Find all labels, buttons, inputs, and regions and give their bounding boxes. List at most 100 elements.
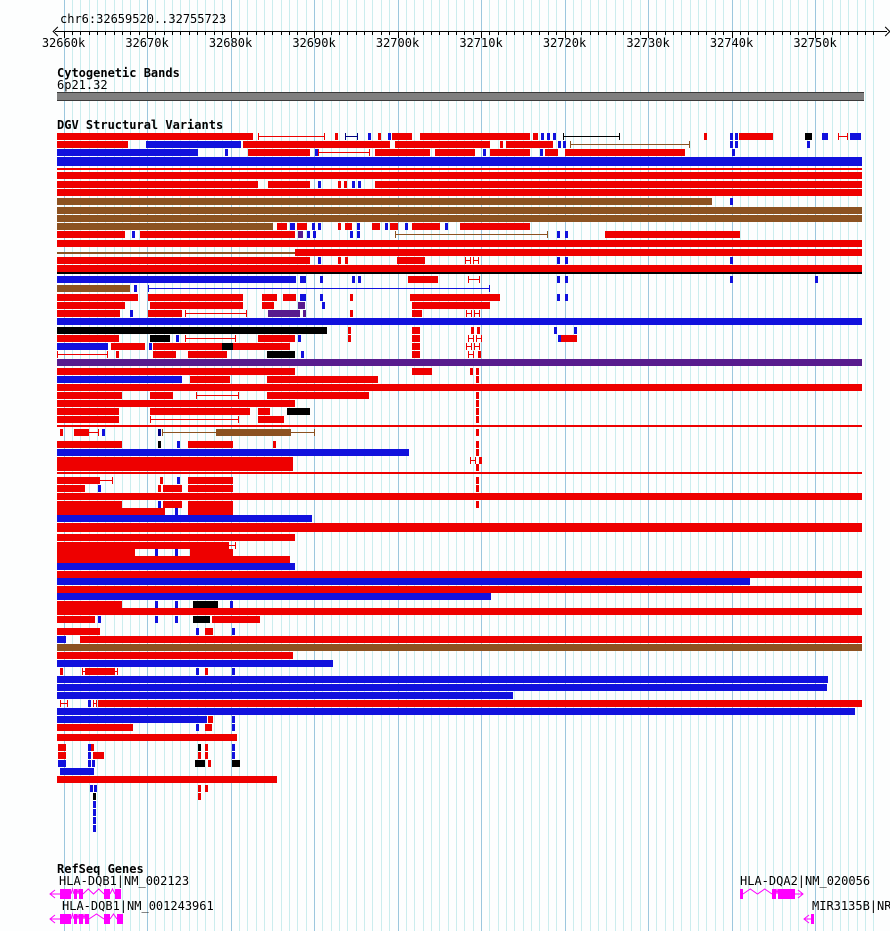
variant-dash[interactable]: [91, 744, 94, 751]
variant-bar[interactable]: [490, 149, 530, 156]
variant-dash[interactable]: [92, 760, 95, 767]
variant-bar[interactable]: [248, 149, 310, 156]
variant-bar[interactable]: [283, 294, 296, 301]
variant-dash[interactable]: [175, 601, 178, 608]
variant-bar[interactable]: [412, 327, 420, 334]
variant-whisker-line[interactable]: [93, 703, 97, 704]
variant-bar[interactable]: [57, 586, 862, 593]
variant-dash[interactable]: [130, 310, 133, 317]
variant-whisker-line[interactable]: [196, 395, 239, 396]
variant-whisker-line[interactable]: [185, 338, 236, 339]
variant-dash[interactable]: [158, 485, 161, 492]
variant-bar[interactable]: [163, 501, 182, 508]
variant-dash[interactable]: [60, 429, 63, 436]
variant-dash[interactable]: [388, 133, 391, 140]
variant-bar[interactable]: [57, 515, 312, 522]
variant-whisker-line[interactable]: [474, 346, 480, 347]
variant-bar[interactable]: [57, 549, 135, 556]
variant-bar[interactable]: [57, 384, 862, 391]
variant-bar[interactable]: [375, 149, 430, 156]
variant-dash[interactable]: [557, 231, 560, 238]
variant-bar[interactable]: [148, 310, 182, 317]
variant-dash[interactable]: [116, 351, 119, 358]
variant-bar[interactable]: [57, 601, 122, 608]
variant-bar[interactable]: [290, 223, 295, 230]
variant-bar[interactable]: [57, 368, 295, 375]
variant-bar[interactable]: [57, 400, 295, 407]
variant-dash[interactable]: [88, 700, 91, 707]
variant-bar[interactable]: [375, 181, 862, 188]
variant-dash[interactable]: [378, 133, 381, 140]
variant-bar[interactable]: [205, 628, 213, 635]
variant-bar[interactable]: [57, 501, 122, 508]
variant-bar[interactable]: [57, 265, 862, 272]
variant-dash[interactable]: [175, 508, 178, 515]
variant-bar[interactable]: [412, 368, 432, 375]
variant-dash[interactable]: [176, 335, 179, 342]
variant-bar[interactable]: [57, 359, 862, 366]
variant-whisker-line[interactable]: [570, 144, 690, 145]
variant-dash[interactable]: [558, 335, 561, 342]
variant-dash[interactable]: [478, 351, 481, 358]
variant-whisker-line[interactable]: [468, 338, 474, 339]
variant-bar[interactable]: [267, 392, 369, 399]
variant-dash[interactable]: [318, 257, 321, 264]
variant-bar[interactable]: [412, 351, 420, 358]
variant-whisker-line[interactable]: [563, 136, 620, 137]
variant-dash[interactable]: [132, 231, 135, 238]
variant-bar[interactable]: [258, 416, 284, 423]
variant-dash[interactable]: [196, 724, 199, 731]
variant-dash[interactable]: [230, 601, 233, 608]
variant-bar[interactable]: [57, 684, 827, 691]
variant-thin-line[interactable]: [57, 472, 862, 474]
variant-dash[interactable]: [149, 343, 152, 350]
variant-bar[interactable]: [390, 223, 398, 230]
variant-bar[interactable]: [243, 141, 390, 148]
variant-bar[interactable]: [57, 189, 862, 196]
variant-bar[interactable]: [565, 149, 685, 156]
variant-bar[interactable]: [57, 477, 99, 484]
variant-bar[interactable]: [57, 376, 182, 383]
variant-dash[interactable]: [357, 231, 360, 238]
variant-dash[interactable]: [541, 133, 544, 140]
variant-bar[interactable]: [93, 752, 104, 759]
gene-label[interactable]: HLA-DQB1|NM_002123: [59, 874, 190, 888]
variant-dash[interactable]: [158, 429, 161, 436]
variant-dash[interactable]: [557, 257, 560, 264]
variant-whisker-line[interactable]: [838, 136, 848, 137]
variant-bar[interactable]: [57, 392, 122, 399]
variant-dash[interactable]: [730, 257, 733, 264]
variant-dash[interactable]: [730, 133, 733, 140]
variant-whisker-line[interactable]: [88, 432, 99, 433]
variant-dash[interactable]: [358, 181, 361, 188]
variant-bar[interactable]: [410, 294, 500, 301]
variant-bar[interactable]: [80, 636, 862, 643]
variant-bar[interactable]: [397, 257, 425, 264]
variant-bar[interactable]: [57, 652, 293, 659]
variant-dash[interactable]: [318, 181, 321, 188]
variant-bar[interactable]: [297, 223, 307, 230]
variant-dash[interactable]: [352, 181, 355, 188]
variant-bar[interactable]: [57, 457, 293, 464]
variant-bar[interactable]: [208, 716, 213, 723]
variant-dash[interactable]: [177, 441, 180, 448]
variant-bar[interactable]: [533, 133, 538, 140]
variant-dash[interactable]: [730, 276, 733, 283]
variant-bar[interactable]: [57, 523, 862, 532]
variant-bar[interactable]: [57, 441, 122, 448]
variant-thin-line[interactable]: [57, 168, 862, 170]
variant-dash[interactable]: [476, 449, 479, 456]
variant-bar[interactable]: [216, 429, 291, 436]
variant-bar[interactable]: [58, 744, 66, 751]
gene-label[interactable]: HLA-DQB1|NM_001243961: [62, 899, 214, 913]
variant-bar[interactable]: [739, 133, 773, 140]
variant-bar[interactable]: [57, 318, 862, 325]
variant-bar[interactable]: [57, 408, 119, 415]
variant-whisker-line[interactable]: [60, 703, 68, 704]
variant-bar[interactable]: [163, 485, 182, 492]
variant-bar[interactable]: [222, 343, 233, 350]
variant-dash[interactable]: [232, 724, 235, 731]
variant-dash[interactable]: [357, 223, 360, 230]
variant-bar[interactable]: [57, 327, 327, 334]
variant-bar[interactable]: [188, 351, 227, 358]
